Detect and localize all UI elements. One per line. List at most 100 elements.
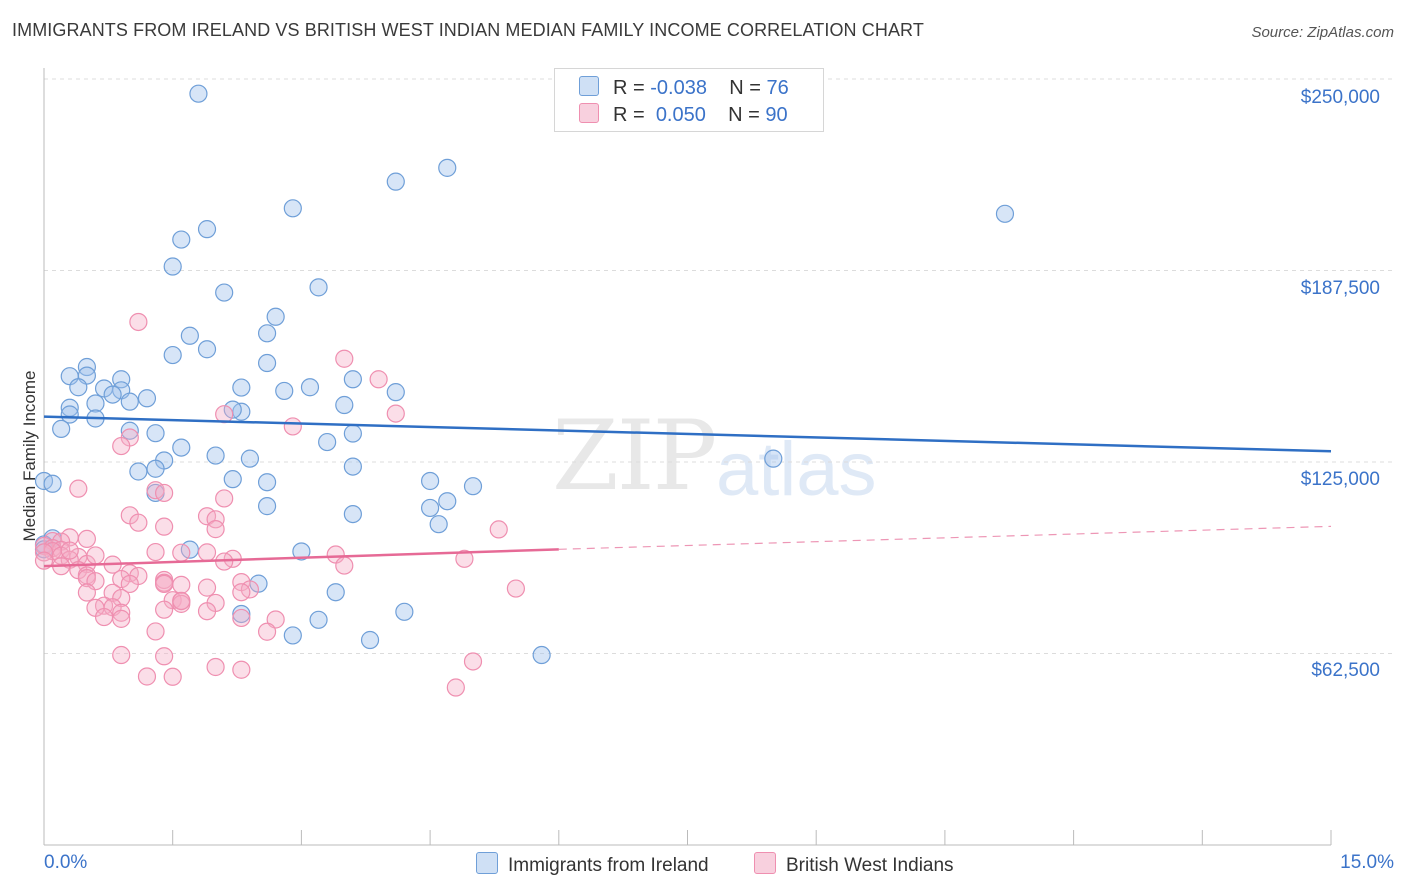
bwi-point (197, 578, 217, 597)
bwi-swatch (579, 103, 599, 123)
bwi-point (112, 645, 131, 665)
ireland-point (120, 421, 139, 440)
ireland-point (60, 405, 79, 424)
bwi-point (103, 583, 122, 602)
ireland-point (438, 492, 457, 511)
ireland-point (129, 462, 148, 481)
ireland-point (223, 470, 242, 489)
bwi-point (232, 583, 251, 602)
bwi-point (77, 529, 97, 549)
ireland-point (386, 172, 405, 191)
bottom-legend-ireland: Immigrants from Ireland (476, 852, 709, 877)
bwi-point (455, 549, 474, 568)
bwi-point (112, 569, 131, 589)
ireland-point (300, 378, 320, 397)
bwi-point (489, 520, 508, 539)
watermark-atlas: atlas (716, 427, 877, 512)
bwi-point (266, 610, 285, 629)
bwi-point (232, 660, 251, 679)
bwi-point (335, 349, 354, 368)
ireland-point (180, 326, 199, 345)
bwi-point (206, 657, 225, 677)
chart-title: IMMIGRANTS FROM IRELAND VS BRITISH WEST … (12, 20, 924, 40)
bwi-point (155, 483, 174, 503)
ireland-point (292, 542, 311, 561)
ireland-point (43, 474, 62, 493)
bwi-r-label: R = (613, 104, 651, 126)
bottom-bwi-swatch (754, 852, 776, 874)
ireland-point (223, 400, 242, 419)
bwi-point (215, 489, 234, 508)
ireland-point (146, 424, 165, 443)
bottom-ireland-label: Immigrants from Ireland (508, 855, 709, 876)
ireland-n-value: 76 (766, 77, 789, 99)
bwi-point (446, 678, 465, 697)
bwi-point (112, 603, 131, 622)
bwi-point (232, 608, 251, 628)
ireland-point (163, 257, 182, 276)
ireland-point (215, 283, 234, 302)
bwi-point (386, 404, 405, 423)
ireland-point (995, 204, 1015, 223)
ireland-point (257, 473, 277, 492)
bwi-point (163, 667, 182, 686)
bwi-point (155, 574, 174, 594)
bwi-point (77, 583, 97, 602)
ireland-point (343, 457, 362, 476)
y-tick-187500: $187,500 (1300, 278, 1380, 299)
ireland-point (429, 515, 448, 534)
bwi-point (197, 543, 217, 562)
bwi-point (69, 479, 88, 498)
bwi-point (155, 517, 174, 536)
bwi-point (86, 546, 105, 565)
legend-row-bwi: R = 0.050 N = 90 (579, 103, 788, 126)
ireland-point (318, 432, 337, 452)
ireland-point (283, 626, 302, 645)
bwi-point (146, 542, 165, 562)
ireland-point (86, 394, 105, 413)
ireland-point (463, 477, 483, 496)
ireland-point (386, 383, 405, 402)
bwi-trend-extension (558, 525, 1332, 550)
y-tick-250000: $250,000 (1300, 87, 1380, 108)
ireland-point (69, 378, 88, 397)
ireland-point (343, 504, 362, 524)
ireland-r-value: -0.038 (650, 77, 707, 99)
ireland-point (309, 610, 328, 629)
bwi-point (146, 622, 165, 641)
y-tick-62500: $62,500 (1311, 660, 1380, 681)
bwi-point (206, 520, 225, 539)
ireland-point (197, 340, 217, 359)
ireland-point (257, 353, 277, 373)
correlation-legend: R = -0.038 N = 76 R = 0.050 N = 90 (554, 68, 824, 132)
ireland-point (120, 392, 139, 411)
ireland-swatch (579, 76, 599, 96)
bwi-point (129, 513, 148, 532)
ireland-point (232, 604, 251, 624)
bwi-n-label: N = (728, 104, 766, 126)
bwi-point (506, 579, 526, 598)
bottom-bwi-label: British West Indians (786, 855, 954, 876)
ireland-point (189, 84, 208, 103)
bwi-point (172, 592, 191, 611)
ireland-point (360, 630, 380, 650)
bwi-point (94, 607, 114, 627)
ireland-point (335, 395, 354, 415)
ireland-point (172, 438, 191, 457)
ireland-point (232, 378, 251, 397)
ireland-point (137, 389, 157, 408)
ireland-point (257, 324, 277, 343)
ireland-point (283, 199, 302, 218)
bwi-point (60, 541, 79, 560)
ireland-point (532, 645, 551, 665)
bwi-point (283, 417, 302, 436)
bwi-point (172, 543, 191, 562)
ireland-r-label: R = (613, 77, 651, 99)
ireland-point (103, 385, 122, 404)
ireland-point (343, 370, 362, 389)
ireland-point (197, 220, 217, 239)
ireland-point (421, 471, 440, 491)
ireland-point (343, 424, 362, 443)
bwi-point (155, 647, 174, 666)
